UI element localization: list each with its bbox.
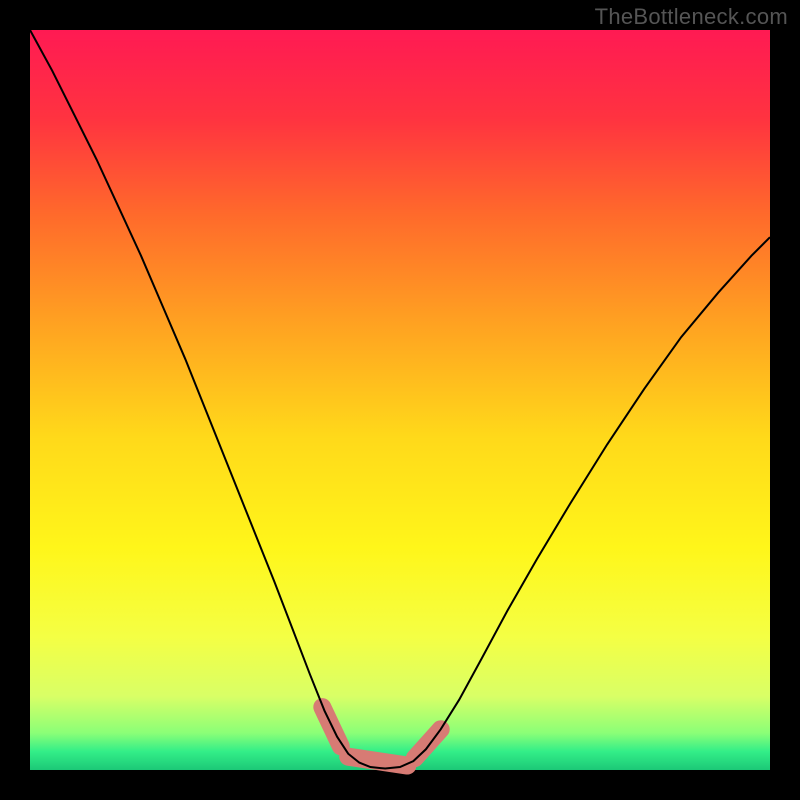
chart-canvas: TheBottleneck.com <box>0 0 800 800</box>
watermark-text: TheBottleneck.com <box>595 4 788 30</box>
chart-svg <box>0 0 800 800</box>
plot-background <box>30 30 770 770</box>
